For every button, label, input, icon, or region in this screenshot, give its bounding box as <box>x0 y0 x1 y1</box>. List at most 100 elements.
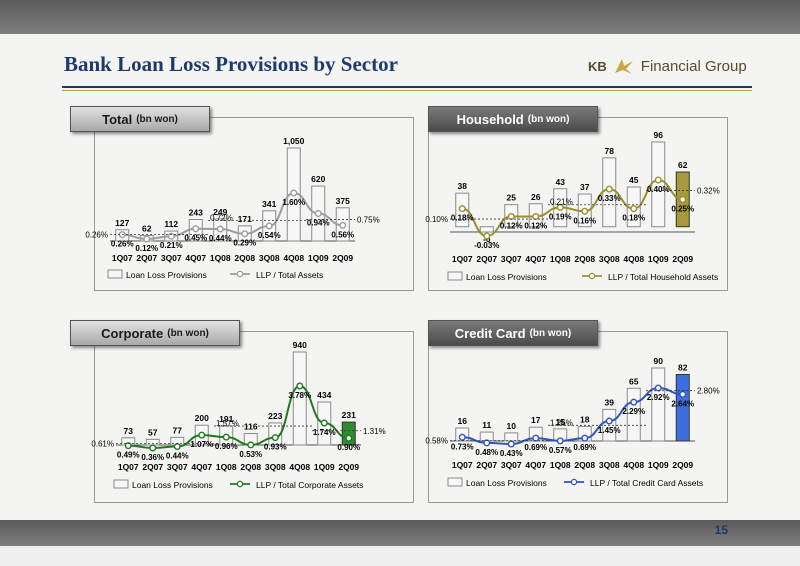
creditcard-average-label: 1.26% <box>550 418 573 427</box>
corporate-average-label: 1.31% <box>363 427 386 436</box>
household-value-label: 25 <box>507 193 517 203</box>
corporate-legend-bar-swatch <box>113 479 129 489</box>
corporate-average-label: 1.57% <box>216 419 239 428</box>
household-legend-line-marker <box>588 272 596 280</box>
corporate-bar <box>145 438 160 446</box>
total-value-label: 127 <box>115 218 129 228</box>
corporate-x-tick-label: 3Q08 <box>265 462 286 472</box>
corporate-bar <box>292 351 307 446</box>
corporate-value-label: 73 <box>124 426 134 436</box>
total-ratio-label: 0.54% <box>258 231 281 240</box>
corporate-value-label: 434 <box>317 390 331 400</box>
creditcard-x-tick-label: 3Q08 <box>599 460 620 470</box>
corporate-ratio-point <box>296 382 304 390</box>
title-rule <box>62 86 752 88</box>
total-ratio-label: 0.45% <box>184 234 207 243</box>
corporate-value-label: 223 <box>268 411 282 421</box>
household-value-label: 62 <box>678 160 688 170</box>
household-x-tick-label: 2Q08 <box>574 254 595 264</box>
household-x-tick-label: 2Q07 <box>476 254 497 264</box>
creditcard-ratio-point <box>532 434 540 442</box>
household-legend-bar-label: Loan Loss Provisions <box>466 272 547 282</box>
creditcard-ratio-point <box>630 398 638 406</box>
household-x-tick-label: 3Q07 <box>501 254 522 264</box>
creditcard-value-label: 17 <box>531 415 541 425</box>
creditcard-value-label: 82 <box>678 362 688 372</box>
household-ratio-label: 0.12% <box>524 221 547 230</box>
total-ratio-label: 0.12% <box>135 244 158 253</box>
corporate-value-label: 57 <box>148 427 158 437</box>
total-legend-line-marker <box>236 270 244 278</box>
creditcard-ratio-label: 2.29% <box>622 407 645 416</box>
total-ratio-label: 0.94% <box>307 219 330 228</box>
creditcard-ratio-label: 0.48% <box>475 448 498 457</box>
corporate-ratio-label: 1.74% <box>313 428 336 437</box>
creditcard-x-tick-label: 4Q07 <box>525 460 546 470</box>
total-legend-bar-label: Loan Loss Provisions <box>126 270 207 280</box>
corporate-x-tick-label: 1Q07 <box>118 462 139 472</box>
total-value-label: 1,050 <box>283 136 305 146</box>
total-x-tick-label: 1Q09 <box>308 253 329 263</box>
corporate-value-label: 191 <box>219 414 233 424</box>
creditcard-ratio-point <box>679 390 687 398</box>
creditcard-value-label: 90 <box>654 356 664 366</box>
household-value-label: 78 <box>605 146 615 156</box>
creditcard-tag-unit: (bn won) <box>529 327 572 339</box>
corporate-value-label: 77 <box>173 425 183 435</box>
corporate-ratio-point <box>271 434 279 442</box>
total-ratio-label: 1.60% <box>282 198 305 207</box>
corporate-ratio-point <box>320 419 328 427</box>
creditcard-bar <box>504 432 519 442</box>
household-value-label: 37 <box>580 182 590 192</box>
household-ratio-label: 0.12% <box>500 221 523 230</box>
household-x-tick-label: 3Q08 <box>599 254 620 264</box>
total-x-tick-label: 3Q07 <box>161 253 182 263</box>
logo-kb-text: KB <box>588 58 607 74</box>
total-value-label: 620 <box>311 174 325 184</box>
household-ratio-point <box>605 185 613 193</box>
creditcard-average-label: 0.58% <box>425 437 448 446</box>
corporate-ratio-point <box>173 443 181 451</box>
household-ratio-point <box>581 207 589 215</box>
total-x-tick-label: 1Q08 <box>210 253 231 263</box>
household-ratio-label: 0.40% <box>647 185 670 194</box>
total-average-label: 0.75% <box>357 215 380 224</box>
creditcard-x-tick-label: 2Q09 <box>672 460 693 470</box>
creditcard-ratio-point <box>581 434 589 442</box>
household-ratio-label: 0.33% <box>598 194 621 203</box>
household-ratio-label: -0.03% <box>474 241 499 250</box>
corporate-x-tick-label: 3Q07 <box>167 462 188 472</box>
household-ratio-point <box>630 205 638 213</box>
creditcard-value-label: 16 <box>458 416 468 426</box>
corporate-x-tick-label: 2Q09 <box>338 462 359 472</box>
creditcard-ratio-label: 0.73% <box>451 442 474 451</box>
total-value-label: 62 <box>142 224 152 234</box>
household-x-tick-label: 1Q09 <box>648 254 669 264</box>
corporate-tag: Corporate (bn won) <box>70 320 240 346</box>
creditcard-x-tick-label: 1Q09 <box>648 460 669 470</box>
household-ratio-point <box>532 212 540 220</box>
creditcard-x-tick-label: 2Q07 <box>476 460 497 470</box>
corporate-ratio-point <box>149 444 157 452</box>
top-banner <box>0 0 800 34</box>
corporate-ratio-label: 1.07% <box>190 440 213 449</box>
total-value-label: 171 <box>238 214 252 224</box>
company-logo: KB Financial Group <box>588 55 747 77</box>
total-x-tick-label: 2Q08 <box>234 253 255 263</box>
total-ratio-point <box>143 235 151 243</box>
creditcard-bar <box>675 373 690 442</box>
creditcard-ratio-point <box>458 433 466 441</box>
household-value-label: 43 <box>556 177 566 187</box>
total-legend-bar-swatch <box>107 269 123 279</box>
creditcard-ratio-point <box>483 439 491 447</box>
household-ratio-point <box>679 196 687 204</box>
creditcard-value-label: 39 <box>605 397 615 407</box>
corporate-ratio-label: 0.96% <box>215 442 238 451</box>
total-ratio-point <box>216 225 224 233</box>
creditcard-value-label: 11 <box>482 420 491 430</box>
corporate-ratio-label: 0.49% <box>117 451 140 460</box>
creditcard-ratio-point <box>556 437 564 445</box>
total-panel <box>94 117 414 291</box>
creditcard-ratio-point <box>654 384 662 392</box>
corporate-x-tick-label: 2Q07 <box>142 462 163 472</box>
